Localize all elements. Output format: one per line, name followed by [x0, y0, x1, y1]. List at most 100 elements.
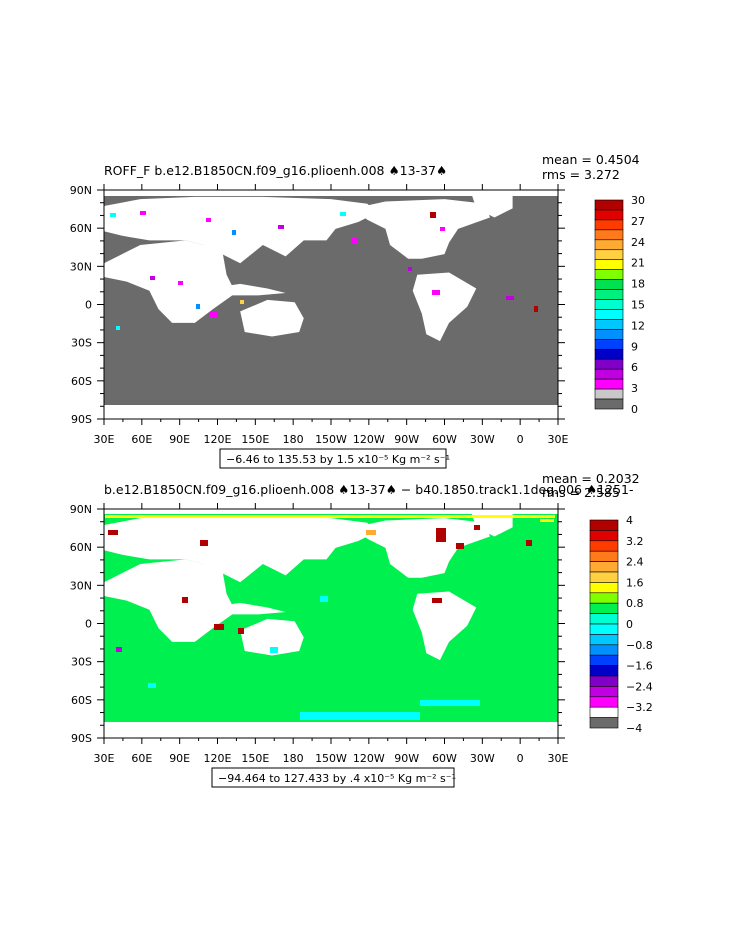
- colorbar-label: 9: [631, 340, 638, 353]
- colorbar-swatch: [589, 571, 619, 583]
- colorbar-swatch: [594, 339, 624, 350]
- map-1-north-nodata: [104, 190, 558, 196]
- panel-1: ROFF_F b.e12.B1850CN.f09_g16.plioenh.008…: [70, 152, 645, 469]
- panel-1-title: ROFF_F b.e12.B1850CN.f09_g16.plioenh.008…: [104, 163, 447, 178]
- x-tick-label: 60E: [131, 433, 152, 446]
- panel-2: b.e12.B1850CN.f09_g16.plioenh.008 ♠13-37…: [70, 471, 653, 788]
- x-tick-label: 150W: [315, 752, 347, 765]
- colorbar-swatch: [589, 675, 619, 687]
- colorbar-swatch: [594, 388, 624, 400]
- y-tick-label: 90N: [70, 184, 92, 197]
- colorbar-swatch: [589, 540, 619, 552]
- colorbar-swatch: [594, 289, 624, 300]
- colorbar-swatch: [589, 706, 619, 718]
- y-tick-label: 60S: [71, 694, 92, 707]
- map-1-coastal-runoff: [110, 211, 538, 330]
- colorbar-swatch: [589, 550, 619, 562]
- colorbar-swatch: [589, 623, 619, 635]
- x-tick-label: 90E: [169, 433, 190, 446]
- colorbar-swatch: [589, 561, 619, 573]
- panel-2-axes: 30E 60E 90E 120E 150E 180 150W 120W 90W 60W 30W 0 30…: [70, 503, 569, 765]
- panel-1-rms: rms = 3.272: [542, 167, 620, 182]
- colorbar-label: 30: [631, 194, 645, 207]
- colorbar-label: 3: [631, 382, 638, 395]
- colorbar-swatch: [589, 634, 619, 646]
- colorbar-swatch: [594, 249, 624, 261]
- x-tick-label: 120W: [353, 752, 385, 765]
- colorbar-swatch: [589, 686, 619, 698]
- y-tick-label: 60S: [71, 375, 92, 388]
- x-tick-label: 150E: [241, 752, 269, 765]
- colorbar-swatch: [589, 644, 619, 656]
- colorbar-label: −0.8: [626, 639, 653, 652]
- panel-2-title: b.e12.B1850CN.f09_g16.plioenh.008 ♠13-37…: [104, 482, 634, 497]
- colorbar-label: 0: [631, 403, 638, 416]
- colorbar-swatch: [594, 368, 624, 380]
- colorbar-swatch: [594, 299, 624, 310]
- colorbar-label: 18: [631, 278, 645, 291]
- panel-1-mean: mean = 0.4504: [542, 152, 640, 167]
- colorbar-swatch: [594, 209, 624, 221]
- x-tick-label: 60W: [432, 752, 457, 765]
- panel-2-range-box: [211, 767, 455, 788]
- panel-2-range-label: −94.464 to 127.433 by .4 x10⁻⁵ Kg m⁻² s⁻…: [218, 772, 456, 785]
- map-1-south-nodata: [104, 405, 558, 419]
- colorbar-label: 21: [631, 257, 645, 270]
- colorbar-swatch: [594, 348, 624, 360]
- y-tick-label: 90N: [70, 503, 92, 516]
- colorbar-label: 27: [631, 215, 645, 228]
- colorbar-label: 0.8: [626, 597, 644, 610]
- colorbar-label: 12: [631, 319, 645, 332]
- panel-1-range-box: [219, 448, 447, 469]
- colorbar-label: −1.6: [626, 660, 653, 673]
- colorbar-swatch: [589, 613, 619, 625]
- colorbar-label: −3.2: [626, 701, 653, 714]
- colorbar-swatch: [589, 654, 619, 666]
- y-tick-label: 60N: [70, 222, 92, 235]
- colorbar-label: −2.4: [626, 680, 653, 693]
- y-tick-label: 30N: [70, 260, 92, 273]
- colorbar-swatch: [594, 358, 624, 370]
- colorbar-swatch: [589, 582, 619, 594]
- panel-1-map: [103, 189, 559, 420]
- colorbar-swatch: [594, 378, 624, 390]
- y-tick-label: 0: [85, 299, 92, 312]
- colorbar-label: 3.2: [626, 535, 644, 548]
- colorbar-swatch: [594, 229, 624, 241]
- colorbar-swatch: [589, 696, 619, 708]
- colorbar-swatch: [594, 259, 624, 270]
- colorbar-swatch: [594, 269, 624, 280]
- colorbar-label: 6: [631, 361, 638, 374]
- colorbar-label: 4: [626, 514, 633, 527]
- colorbar-swatch: [589, 602, 619, 614]
- x-tick-label: 90W: [394, 752, 419, 765]
- colorbar-label: −4: [626, 722, 642, 735]
- y-tick-label: 90S: [71, 413, 92, 426]
- colorbar-swatch: [594, 219, 624, 231]
- y-tick-label: 30S: [71, 656, 92, 669]
- panel-2-map: [103, 508, 559, 739]
- x-tick-label: 30E: [94, 752, 115, 765]
- colorbar-swatch: [589, 530, 619, 542]
- panel-2-rms: rms = 2.585: [542, 485, 620, 500]
- y-tick-label: 90S: [71, 732, 92, 745]
- x-tick-label: 0: [517, 752, 524, 765]
- x-tick-label: 120E: [204, 433, 232, 446]
- panel-1-range-label: −6.46 to 135.53 by 1.5 x10⁻⁵ Kg m⁻² s⁻¹: [226, 453, 450, 466]
- y-tick-label: 60N: [70, 541, 92, 554]
- panel-1-axes: 30E 60E 90E 120E 150E 180 150W 120W 90W 60W 30W 0 30…: [70, 184, 569, 446]
- x-tick-label: 120E: [204, 752, 232, 765]
- panel-2-colorbar: 4 3.2 2.4 1.6 0.8 0 −0.8 −1.6 −2.4 −3.2 −4: [589, 514, 653, 735]
- colorbar-label: 1.6: [626, 576, 644, 589]
- colorbar-swatch: [594, 329, 624, 340]
- x-tick-label: 150E: [241, 433, 269, 446]
- x-tick-label: 30E: [548, 752, 569, 765]
- colorbar-swatch: [589, 519, 619, 531]
- x-tick-label: 30W: [470, 752, 495, 765]
- colorbar-swatch: [589, 717, 619, 729]
- colorbar-label: 24: [631, 236, 645, 249]
- x-tick-label: 90W: [394, 433, 419, 446]
- x-tick-label: 150W: [315, 433, 347, 446]
